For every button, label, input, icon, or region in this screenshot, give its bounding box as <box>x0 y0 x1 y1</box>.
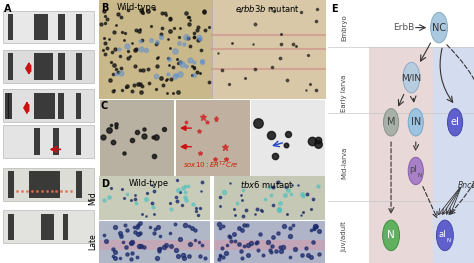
Bar <box>8 214 14 240</box>
Bar <box>3 125 94 158</box>
Text: Mid-larva: Mid-larva <box>341 147 347 179</box>
Bar <box>41 214 55 240</box>
Circle shape <box>437 220 453 251</box>
Bar <box>63 214 68 240</box>
Text: eI: eI <box>451 117 459 127</box>
Text: Mid: Mid <box>89 191 97 205</box>
Bar <box>76 128 81 155</box>
Bar <box>3 89 94 122</box>
Bar <box>369 47 433 263</box>
Bar <box>34 14 47 40</box>
Text: M: M <box>387 117 395 127</box>
Text: Wild-type: Wild-type <box>128 179 169 188</box>
Circle shape <box>447 109 463 136</box>
Bar <box>34 128 40 155</box>
Circle shape <box>431 12 447 43</box>
Bar <box>175 100 249 176</box>
Bar <box>433 47 474 263</box>
Bar <box>99 240 210 250</box>
Bar <box>76 171 82 198</box>
Circle shape <box>408 109 423 136</box>
Bar <box>58 14 65 40</box>
Text: C: C <box>101 101 108 111</box>
Text: Wild-type: Wild-type <box>117 3 157 12</box>
Text: ErbB: ErbB <box>393 23 415 32</box>
Bar <box>99 0 212 99</box>
Circle shape <box>408 157 423 185</box>
Text: B: B <box>101 3 108 13</box>
Text: Bnc2: Bnc2 <box>458 181 474 190</box>
Text: Juv/adult: Juv/adult <box>341 221 347 252</box>
Text: $\it{erbb3b}$ mutant: $\it{erbb3b}$ mutant <box>235 3 300 14</box>
Text: pI: pI <box>410 165 418 174</box>
Bar <box>76 14 82 40</box>
Bar <box>3 210 94 243</box>
Bar <box>58 53 65 80</box>
Bar <box>58 93 64 119</box>
FancyArrow shape <box>24 102 29 113</box>
Bar <box>8 53 13 80</box>
Text: N: N <box>418 173 421 178</box>
Bar <box>54 128 59 155</box>
FancyArrow shape <box>26 63 31 74</box>
Bar <box>100 100 173 176</box>
Text: Embryo: Embryo <box>341 14 347 41</box>
Bar <box>8 171 14 198</box>
Bar <box>251 100 325 176</box>
Bar <box>29 171 60 198</box>
Bar <box>213 176 325 220</box>
Text: D: D <box>101 179 109 189</box>
Circle shape <box>383 220 400 251</box>
Text: Early larva: Early larva <box>341 75 347 112</box>
Text: A: A <box>4 4 11 14</box>
Bar <box>3 168 94 201</box>
Bar <box>3 11 94 43</box>
Bar <box>5 93 9 119</box>
Bar <box>212 0 326 99</box>
Text: E: E <box>331 4 338 14</box>
Bar <box>34 53 54 80</box>
Text: IN: IN <box>410 117 421 127</box>
Bar <box>8 93 12 119</box>
Circle shape <box>403 62 420 93</box>
Text: N: N <box>387 230 395 240</box>
Text: Late: Late <box>89 233 97 250</box>
Bar <box>99 220 210 263</box>
Bar <box>8 14 13 40</box>
Bar <box>76 53 82 80</box>
Bar <box>213 240 325 250</box>
Bar <box>99 176 210 220</box>
Text: $\it{sox10:ER^{T2}Cre}$: $\it{sox10:ER^{T2}Cre}$ <box>183 159 239 171</box>
Bar <box>34 93 55 119</box>
Circle shape <box>383 109 399 136</box>
Text: N: N <box>447 237 451 243</box>
Bar <box>76 93 81 119</box>
Text: aI: aI <box>439 230 447 239</box>
Text: M/IN: M/IN <box>401 73 421 82</box>
Bar <box>3 50 94 83</box>
Text: NC: NC <box>432 23 446 33</box>
Bar <box>213 220 325 263</box>
Text: $\it{tbx6}$ mutant: $\it{tbx6}$ mutant <box>240 179 294 190</box>
